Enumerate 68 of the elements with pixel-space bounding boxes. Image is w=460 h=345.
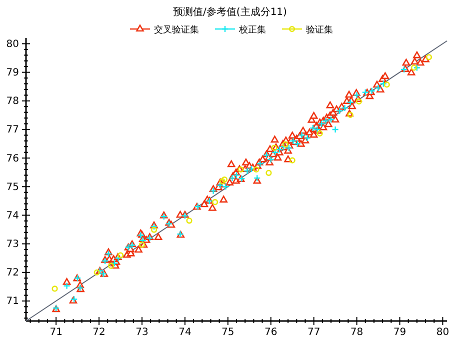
x-tick-label: 80 [436, 327, 450, 338]
x-tick-label: 72 [92, 327, 106, 338]
point [384, 82, 390, 88]
point [186, 218, 192, 224]
point [341, 104, 348, 112]
x-tick-label: 75 [222, 327, 234, 338]
y-tick-label: 73 [6, 239, 19, 250]
y-tick-label: 75 [6, 182, 19, 193]
y-tick-label: 72 [6, 268, 19, 279]
point [228, 174, 236, 182]
point [150, 223, 158, 230]
point [353, 92, 360, 99]
y-tick-label: 78 [6, 96, 19, 108]
point [210, 187, 217, 195]
x-tick-label: 77 [307, 327, 320, 338]
point [327, 116, 335, 124]
point [244, 167, 251, 175]
point [346, 98, 354, 106]
point [294, 140, 302, 148]
point [272, 148, 279, 156]
point [266, 170, 272, 176]
legend-label: 交叉验证集 [154, 24, 199, 36]
point [271, 144, 278, 151]
point [138, 242, 146, 248]
point [356, 98, 362, 104]
point [256, 160, 264, 168]
point [238, 166, 244, 173]
point [410, 64, 417, 71]
point [94, 269, 100, 276]
legend-label: 验证集 [306, 24, 333, 36]
point [426, 54, 432, 60]
point [212, 199, 218, 206]
point [282, 141, 289, 148]
point [380, 80, 388, 88]
point [332, 126, 339, 134]
point [160, 213, 168, 220]
legend-label: 校正集 [238, 24, 266, 36]
point [318, 120, 326, 128]
y-tick-label: 79 [6, 68, 19, 79]
y-tick-label: 76 [6, 153, 19, 164]
point [347, 112, 354, 118]
point [150, 226, 158, 233]
x-tick-label: 78 [350, 327, 364, 338]
x-tick-label: 79 [393, 327, 406, 338]
point [336, 107, 344, 114]
y-tick-label: 77 [6, 124, 19, 136]
y-tick-label: 74 [6, 210, 19, 222]
point [374, 84, 382, 92]
chart-title: 预测值/参考值(主成分11) [173, 6, 288, 18]
y-tick-label: 80 [6, 38, 19, 50]
x-tick-label: 71 [50, 327, 62, 338]
x-tick-label: 76 [264, 327, 278, 338]
point [253, 166, 260, 173]
point [362, 88, 369, 96]
point [104, 250, 112, 258]
y-tick-label: 71 [6, 296, 19, 308]
x-tick-label: 74 [178, 327, 192, 338]
point [219, 178, 226, 184]
point [108, 262, 114, 269]
point [221, 176, 228, 183]
point [322, 117, 330, 124]
point [413, 64, 421, 72]
point [63, 282, 70, 290]
x-tick-label: 73 [136, 327, 148, 338]
point [52, 286, 58, 292]
point [316, 130, 323, 137]
point [117, 252, 124, 258]
point [289, 157, 296, 164]
